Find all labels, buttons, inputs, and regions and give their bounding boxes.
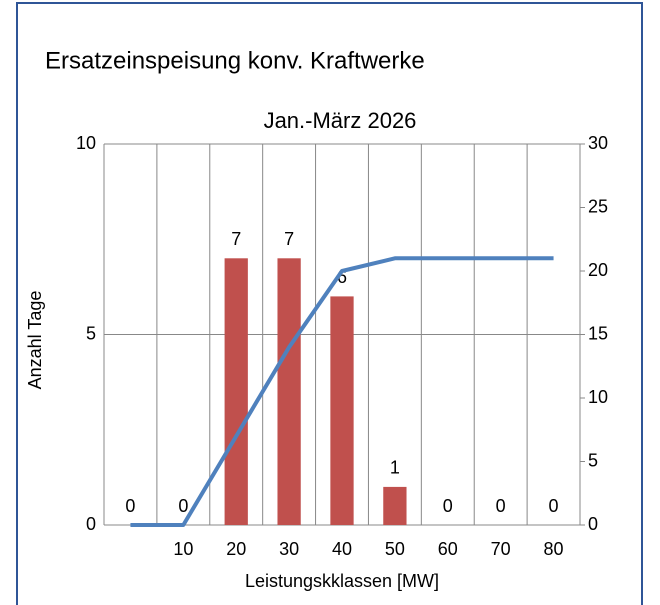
chart-title: Ersatzeinspeisung konv. Kraftwerke [45, 47, 425, 74]
data-label: 0 [496, 496, 506, 516]
x-tick-label: 60 [438, 539, 458, 559]
y2-tick-label: 15 [588, 323, 608, 343]
y2-tick-label: 30 [588, 133, 608, 153]
y2-tick-label: 0 [588, 514, 598, 534]
x-tick-label: 40 [332, 539, 352, 559]
data-label: 0 [443, 496, 453, 516]
y-tick-label: 5 [86, 323, 96, 343]
y2-tick-label: 25 [588, 196, 608, 216]
bar [277, 258, 301, 525]
frame [16, 2, 643, 605]
bar [330, 296, 354, 525]
y-tick-label: 10 [76, 133, 96, 153]
data-label: 6 [337, 267, 347, 287]
x-tick-label: 10 [173, 539, 193, 559]
x-axis-label: Leistungskklassen [MW] [245, 571, 439, 591]
y2-tick-label: 20 [588, 260, 608, 280]
data-label: 7 [284, 229, 294, 249]
y2-tick-label: 10 [588, 387, 608, 407]
data-label: 0 [125, 496, 135, 516]
x-tick-label: 70 [491, 539, 511, 559]
y-tick-label: 0 [86, 514, 96, 534]
x-tick-label: 50 [385, 539, 405, 559]
data-label: 0 [549, 496, 559, 516]
x-tick-label: 20 [226, 539, 246, 559]
bar [383, 486, 407, 525]
data-label: 0 [178, 496, 188, 516]
x-tick-label: 30 [279, 539, 299, 559]
x-tick-label: 80 [544, 539, 564, 559]
chart-subtitle: Jan.-März 2026 [264, 108, 417, 133]
y-axis-label: Anzahl Tage [25, 291, 45, 390]
line [130, 256, 554, 527]
data-label: 7 [231, 229, 241, 249]
bar [224, 258, 248, 525]
data-label: 1 [390, 458, 400, 478]
y2-tick-label: 5 [588, 450, 598, 470]
